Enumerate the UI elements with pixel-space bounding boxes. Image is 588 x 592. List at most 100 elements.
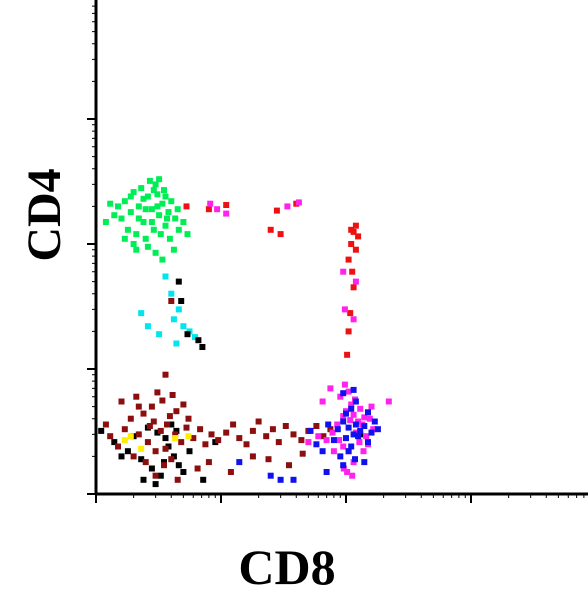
data-point xyxy=(138,445,145,452)
data-point xyxy=(146,177,153,184)
data-point xyxy=(150,226,157,233)
data-point xyxy=(370,426,377,433)
data-point xyxy=(249,453,256,460)
data-point xyxy=(169,392,176,398)
data-point xyxy=(343,410,349,417)
data-point xyxy=(215,437,222,444)
data-point xyxy=(184,331,191,338)
data-point xyxy=(227,469,234,475)
data-point xyxy=(267,226,274,233)
data-point xyxy=(124,226,131,233)
data-point xyxy=(183,203,190,210)
data-point xyxy=(199,344,206,350)
data-point xyxy=(174,476,181,483)
data-point xyxy=(144,243,151,250)
data-point xyxy=(236,435,243,442)
data-point xyxy=(135,203,142,210)
data-point xyxy=(344,469,351,475)
data-point xyxy=(348,405,355,412)
data-point xyxy=(118,398,125,405)
data-point xyxy=(194,465,201,472)
data-point xyxy=(142,459,149,466)
data-point xyxy=(166,235,173,242)
data-point xyxy=(184,231,191,238)
data-point xyxy=(173,408,180,415)
data-point xyxy=(185,433,192,440)
data-point xyxy=(341,381,348,388)
data-point xyxy=(98,427,105,434)
data-point xyxy=(340,390,347,397)
data-point xyxy=(363,433,370,440)
data-point xyxy=(162,445,169,452)
data-point xyxy=(267,472,274,479)
data-point xyxy=(345,448,352,455)
data-point xyxy=(243,441,250,448)
data-point xyxy=(111,439,118,446)
data-point xyxy=(330,437,337,444)
data-point xyxy=(170,316,177,323)
data-point xyxy=(340,418,347,425)
data-point xyxy=(352,222,359,229)
data-point xyxy=(345,328,352,335)
data-point xyxy=(223,429,230,436)
data-point xyxy=(327,426,334,433)
data-point xyxy=(337,453,344,460)
data-point xyxy=(164,421,170,428)
data-point xyxy=(334,421,341,428)
data-point xyxy=(202,441,209,448)
data-point xyxy=(350,228,357,235)
data-point xyxy=(205,459,212,466)
data-point xyxy=(133,246,140,253)
data-point xyxy=(161,459,167,466)
data-point xyxy=(154,429,161,436)
data-point xyxy=(157,472,164,479)
data-point xyxy=(107,433,114,440)
data-point xyxy=(159,397,166,404)
data-point xyxy=(102,219,109,225)
data-point xyxy=(352,456,358,463)
data-point xyxy=(344,351,351,358)
data-point xyxy=(192,334,198,341)
data-point xyxy=(156,331,163,338)
data-point xyxy=(327,385,334,392)
data-point xyxy=(152,181,159,188)
data-point xyxy=(107,200,114,207)
data-point xyxy=(350,386,357,393)
data-point xyxy=(298,437,305,444)
data-point xyxy=(361,459,368,466)
data-point xyxy=(323,469,330,475)
data-point xyxy=(319,448,326,455)
data-point xyxy=(140,195,147,202)
data-point xyxy=(146,423,153,429)
data-point xyxy=(360,448,367,455)
x-axis-title: CD8 xyxy=(238,539,335,592)
y-axis-ticks xyxy=(87,5,96,495)
data-point xyxy=(159,200,166,207)
data-point xyxy=(329,429,336,436)
data-point xyxy=(156,212,163,219)
data-point xyxy=(340,462,347,469)
data-point xyxy=(102,421,109,428)
data-point xyxy=(313,441,320,448)
data-point xyxy=(307,427,314,434)
data-point xyxy=(284,203,291,210)
data-point xyxy=(368,429,375,436)
data-point xyxy=(175,226,182,233)
data-point xyxy=(159,256,166,263)
data-point xyxy=(172,431,179,438)
data-point xyxy=(207,200,214,207)
data-point xyxy=(180,401,187,408)
data-point xyxy=(180,219,187,225)
data-point xyxy=(138,185,145,192)
data-point xyxy=(130,453,137,460)
data-point xyxy=(168,456,175,463)
data-point xyxy=(320,433,327,440)
data-point xyxy=(127,193,134,200)
data-point xyxy=(170,246,177,253)
data-point xyxy=(152,249,159,256)
data-point xyxy=(140,410,147,417)
data-point xyxy=(347,310,354,317)
data-point xyxy=(157,231,164,238)
data-point xyxy=(168,298,175,304)
data-point xyxy=(130,241,137,247)
